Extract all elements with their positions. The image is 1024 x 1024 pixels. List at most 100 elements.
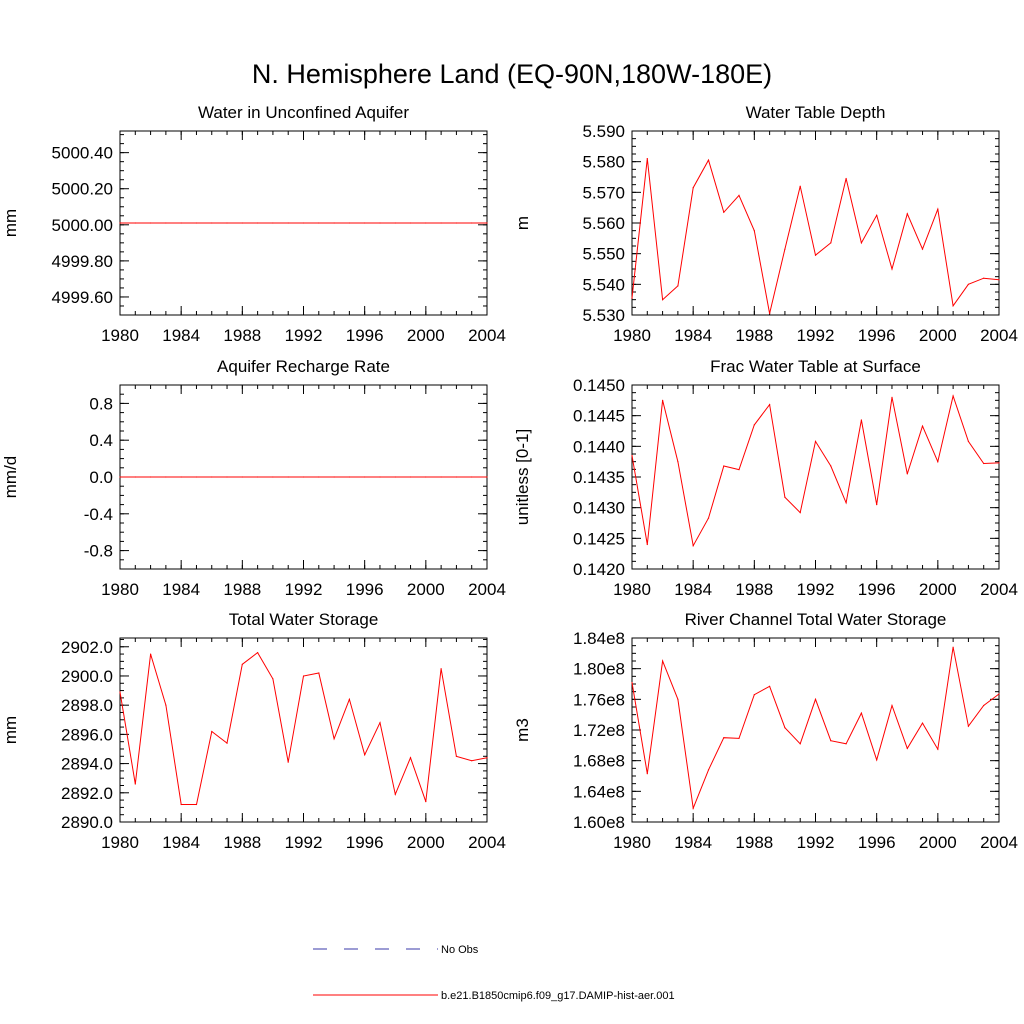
y-tick-label: 5.550	[582, 245, 625, 264]
data-point	[891, 268, 893, 270]
data-point	[302, 675, 305, 677]
data-point	[211, 476, 213, 478]
x-tick-label: 1992	[285, 580, 323, 599]
y-tick-label: 5.590	[582, 122, 625, 141]
data-point	[241, 663, 243, 665]
panel-title: Aquifer Recharge Rate	[217, 357, 390, 376]
x-tick-label: 1992	[797, 833, 835, 852]
y-tick-label: 2890.0	[61, 813, 113, 832]
y-tick-label: 1.60e8	[573, 813, 625, 832]
data-point	[692, 807, 694, 809]
data-point	[302, 222, 305, 224]
figure-title: N. Hemisphere Land (EQ-90N,180W-180E)	[252, 59, 772, 89]
data-point	[753, 230, 755, 232]
data-point	[272, 222, 274, 224]
legend: No Obs b.e21.B1850cmip6.f09_g17.DAMIP-hi…	[313, 944, 675, 1002]
data-point	[211, 730, 213, 733]
y-axis-label: unitless [0-1]	[513, 429, 532, 525]
panel-title: Frac Water Table at Surface	[710, 357, 921, 376]
data-point	[814, 698, 817, 700]
panel-title: Water in Unconfined Aquifer	[198, 103, 409, 122]
data-point	[226, 222, 228, 224]
data-point	[891, 396, 893, 398]
x-tick-label: 1984	[674, 833, 712, 852]
y-tick-label: 5.580	[582, 153, 625, 172]
data-point	[845, 502, 847, 504]
data-point	[486, 222, 488, 224]
x-tick-label: 2000	[919, 326, 957, 345]
data-point	[799, 511, 801, 514]
data-point	[348, 222, 350, 224]
data-point	[631, 297, 633, 299]
data-point	[379, 722, 381, 724]
y-tick-label: 1.72e8	[573, 721, 625, 740]
data-point	[394, 793, 396, 795]
data-point	[631, 681, 633, 684]
panels: Water in Unconfined Aquifer mm 4999.60 4999…	[1, 103, 1018, 852]
data-point	[983, 277, 985, 279]
chart-panel-2: Water Table Depth m 5.530 5.540 5.550 5.560 5.…	[513, 103, 1018, 345]
data-point	[333, 738, 335, 740]
data-point	[180, 476, 182, 478]
data-point	[983, 462, 985, 465]
x-tick-label: 1984	[162, 326, 200, 345]
x-tick-label: 2004	[468, 326, 506, 345]
y-axis-label: mm	[1, 716, 20, 744]
data-point	[455, 755, 457, 757]
data-point	[662, 399, 664, 401]
data-point	[906, 747, 908, 750]
data-point	[165, 704, 167, 706]
data-point	[318, 476, 320, 478]
data-point	[333, 222, 335, 224]
plot-frame	[631, 384, 1000, 570]
data-point	[860, 242, 863, 244]
data-point	[379, 222, 381, 224]
data-point	[440, 668, 442, 670]
data-point	[471, 222, 473, 224]
data-point	[165, 476, 167, 478]
data-point	[662, 660, 664, 662]
data-point	[967, 283, 970, 285]
data-point	[723, 465, 725, 467]
data-point	[845, 177, 847, 180]
x-tick-label: 2000	[919, 580, 957, 599]
data-point	[769, 685, 771, 687]
data-point	[830, 465, 832, 467]
data-point	[769, 404, 771, 406]
data-point	[631, 454, 633, 457]
y-tick-label: 2898.0	[61, 696, 113, 715]
data-point	[257, 222, 259, 224]
panel-title: Total Water Storage	[229, 610, 379, 629]
data-point	[876, 504, 878, 506]
data-point	[692, 187, 694, 189]
data-point	[921, 425, 924, 427]
data-point	[784, 496, 786, 498]
y-tick-label: 5000.40	[52, 144, 113, 163]
data-point	[440, 222, 442, 224]
data-point	[799, 185, 801, 187]
y-tick-label: 5.540	[582, 275, 625, 294]
data-point	[425, 222, 427, 224]
data-point	[394, 222, 396, 224]
y-tick-label: 0.1435	[573, 468, 625, 487]
x-tick-label: 1984	[674, 326, 712, 345]
panel-title: Water Table Depth	[746, 103, 886, 122]
data-point	[738, 194, 740, 196]
x-tick-label: 2004	[468, 580, 506, 599]
data-point	[257, 476, 259, 478]
data-point	[287, 761, 289, 763]
legend-label-model: b.e21.B1850cmip6.f09_g17.DAMIP-hist-aer.…	[441, 990, 675, 1002]
x-tick-label: 1980	[101, 833, 139, 852]
x-tick-label: 2004	[980, 580, 1018, 599]
y-tick-label: 1.76e8	[573, 690, 625, 709]
chart-panel-4: Frac Water Table at Surface unitless [0-1…	[513, 357, 1018, 599]
data-point	[937, 208, 939, 210]
x-tick-label: 1988	[223, 833, 261, 852]
data-point	[876, 214, 878, 216]
y-tick-label: -0.8	[84, 542, 113, 561]
data-point	[677, 285, 679, 287]
y-tick-label: 0.1430	[573, 499, 625, 518]
data-point	[784, 248, 786, 250]
data-point	[937, 461, 939, 463]
x-tick-label: 1988	[735, 833, 773, 852]
